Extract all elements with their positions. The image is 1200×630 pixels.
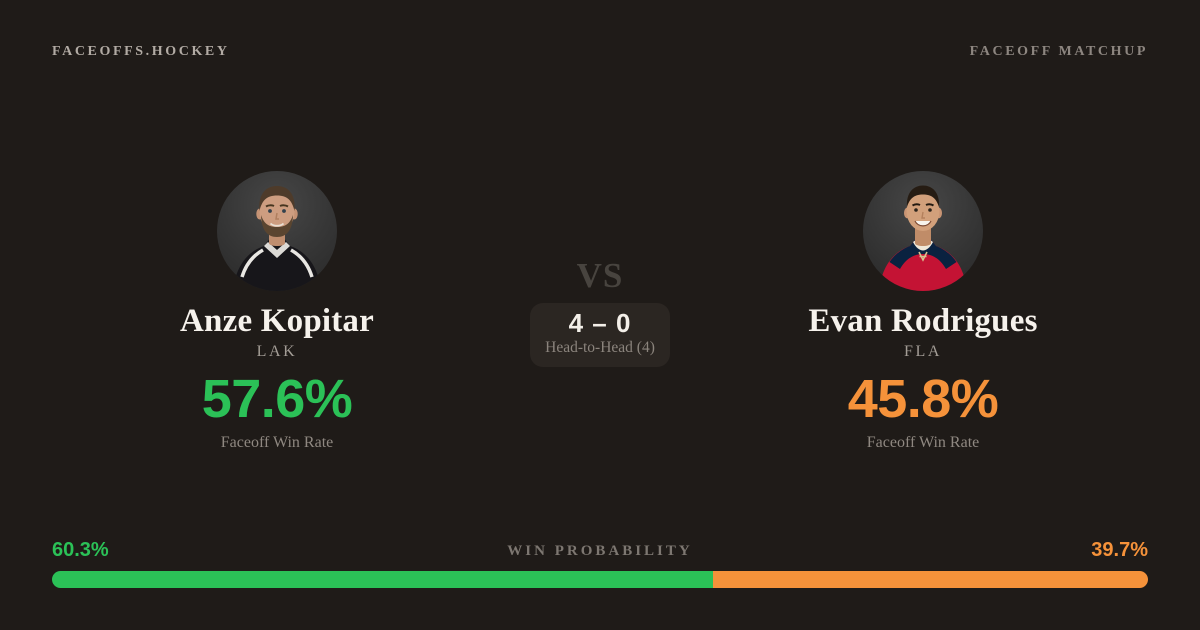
win-probability-right-pct: 39.7% [1091,539,1148,561]
player-photo-icon [233,186,321,291]
head-to-head-box: 4 – 0 Head-to-Head (4) [530,303,670,367]
header: FACEOFFS.HOCKEY FACEOFF MATCHUP [52,45,1148,59]
player-left-team: LAK [256,342,298,360]
player-left-name: Anze Kopitar [180,303,374,339]
player-left-avatar [217,171,337,291]
player-right-team: FLA [903,342,943,360]
win-probability-bar [52,571,1148,588]
versus-panel: VS 4 – 0 Head-to-Head (4) [500,171,700,367]
player-right-name: Evan Rodrigues [808,303,1038,339]
player-left-panel: Anze Kopitar LAK 57.6% Faceoff Win Rate [0,171,554,452]
win-probability-left-pct: 60.3% [52,539,109,561]
player-left-win-rate: 57.6% [201,368,353,429]
player-right-avatar [863,171,983,291]
win-probability-bar-right-segment [712,571,1148,588]
win-probability-title: WIN PROBABILITY [507,543,693,559]
head-to-head-caption: Head-to-Head (4) [545,339,655,357]
win-probability-bar-left-segment [52,571,713,588]
vs-label: VS [576,256,624,295]
player-right-win-rate: 45.8% [847,368,999,429]
win-probability-labels: 60.3% WIN PROBABILITY 39.7% [52,538,1148,562]
page-type-label: FACEOFF MATCHUP [969,44,1148,59]
brand-logo-text: FACEOFFS.HOCKEY [52,44,230,59]
player-photo-icon [879,185,967,291]
win-probability-section: 60.3% WIN PROBABILITY 39.7% [52,538,1148,588]
head-to-head-score: 4 – 0 [568,308,632,338]
player-right-win-rate-label: Faceoff Win Rate [866,433,980,451]
player-right-panel: Evan Rodrigues FLA 45.8% Faceoff Win Rat… [646,171,1200,452]
player-left-win-rate-label: Faceoff Win Rate [220,433,334,451]
